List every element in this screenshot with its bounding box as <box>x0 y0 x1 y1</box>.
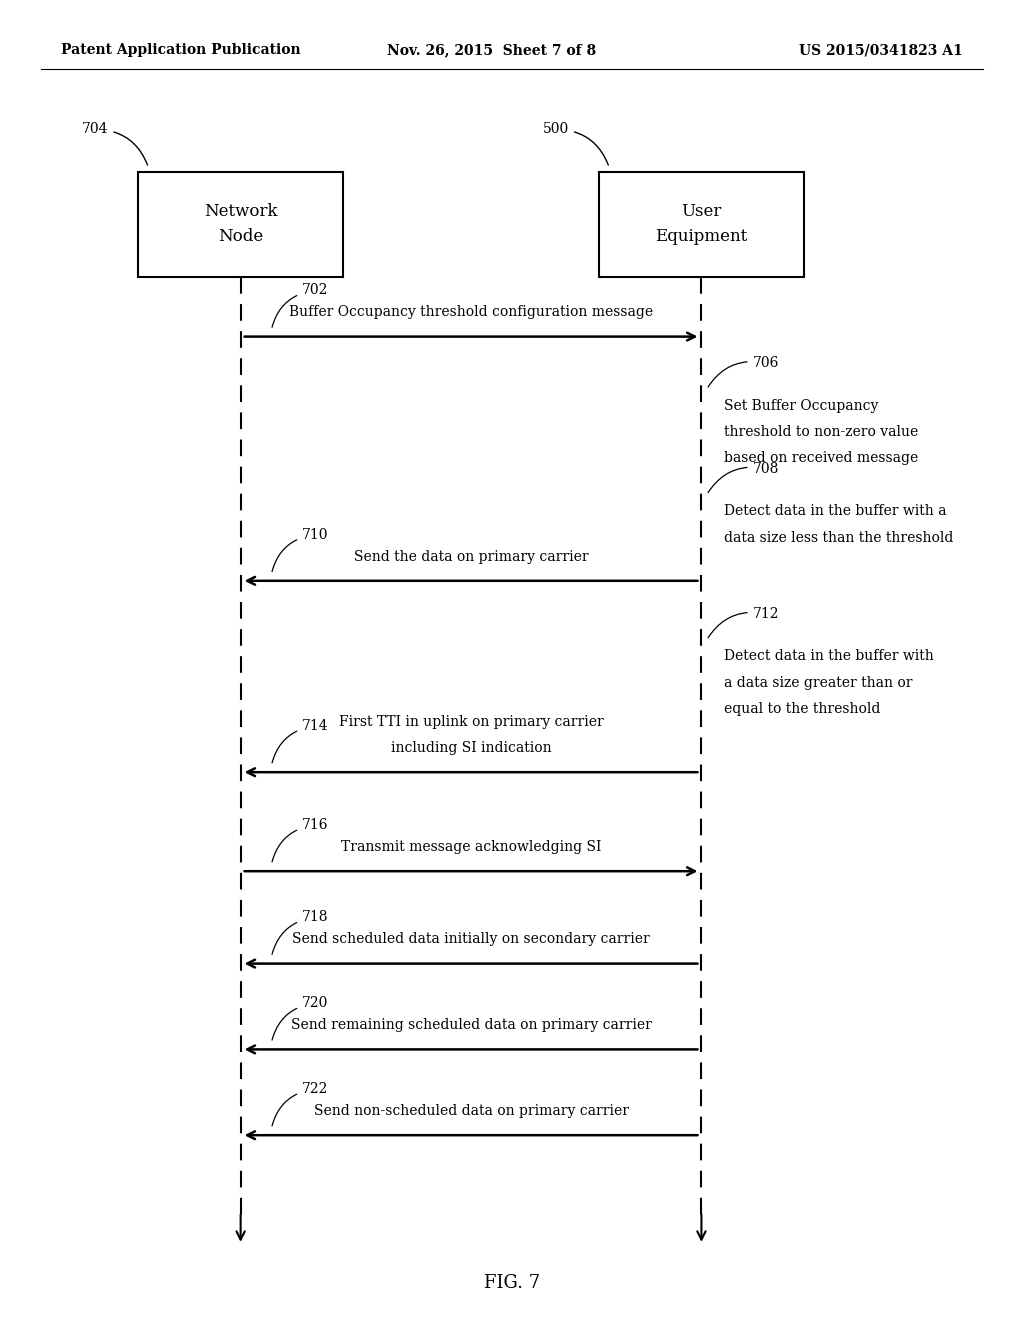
Text: Send scheduled data initially on secondary carrier: Send scheduled data initially on seconda… <box>292 932 650 946</box>
Text: equal to the threshold: equal to the threshold <box>724 702 881 717</box>
Text: 702: 702 <box>272 284 329 327</box>
Text: Detect data in the buffer with a: Detect data in the buffer with a <box>724 504 946 519</box>
Text: 710: 710 <box>272 528 329 572</box>
Text: threshold to non-zero value: threshold to non-zero value <box>724 425 919 440</box>
Text: 706: 706 <box>708 356 779 387</box>
Text: Nov. 26, 2015  Sheet 7 of 8: Nov. 26, 2015 Sheet 7 of 8 <box>387 44 596 57</box>
Text: 714: 714 <box>272 719 329 763</box>
Text: 704: 704 <box>82 123 147 165</box>
Text: a data size greater than or: a data size greater than or <box>724 676 912 690</box>
Text: FIG. 7: FIG. 7 <box>484 1274 540 1292</box>
Text: Network
Node: Network Node <box>204 203 278 246</box>
Text: User
Equipment: User Equipment <box>655 203 748 246</box>
Text: 718: 718 <box>272 911 329 954</box>
Text: Send the data on primary carrier: Send the data on primary carrier <box>353 549 589 564</box>
Text: Buffer Occupancy threshold configuration message: Buffer Occupancy threshold configuration… <box>289 305 653 319</box>
Bar <box>138 172 343 277</box>
Text: Patent Application Publication: Patent Application Publication <box>61 44 301 57</box>
Text: 708: 708 <box>708 462 779 492</box>
Text: Transmit message acknowledging SI: Transmit message acknowledging SI <box>341 840 601 854</box>
Text: based on received message: based on received message <box>724 451 919 466</box>
Text: Send remaining scheduled data on primary carrier: Send remaining scheduled data on primary… <box>291 1018 651 1032</box>
Text: Send non-scheduled data on primary carrier: Send non-scheduled data on primary carri… <box>313 1104 629 1118</box>
Text: 716: 716 <box>272 818 329 862</box>
Text: First TTI in uplink on primary carrier: First TTI in uplink on primary carrier <box>339 714 603 729</box>
Text: US 2015/0341823 A1: US 2015/0341823 A1 <box>799 44 963 57</box>
Text: Set Buffer Occupancy: Set Buffer Occupancy <box>724 399 879 413</box>
Text: data size less than the threshold: data size less than the threshold <box>724 531 953 545</box>
Text: Detect data in the buffer with: Detect data in the buffer with <box>724 649 934 664</box>
Text: 712: 712 <box>708 607 779 638</box>
Text: 722: 722 <box>272 1082 329 1126</box>
Bar <box>599 172 804 277</box>
Text: 500: 500 <box>543 123 608 165</box>
Text: including SI indication: including SI indication <box>391 741 551 755</box>
Text: 720: 720 <box>272 997 329 1040</box>
